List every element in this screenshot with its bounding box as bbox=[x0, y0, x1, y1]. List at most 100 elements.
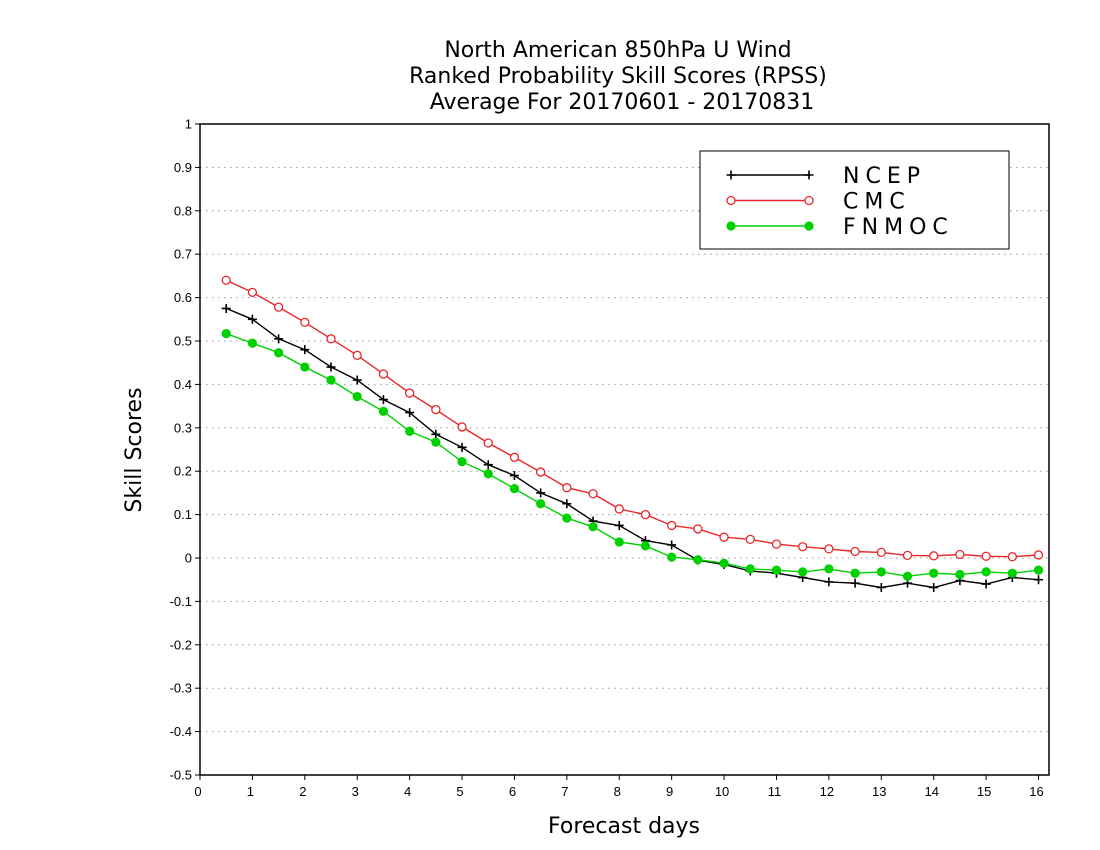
fnmoc-marker bbox=[955, 569, 965, 580]
fnmoc-marker bbox=[771, 565, 782, 575]
title-line-1: North American 850hPa U Wind bbox=[444, 38, 791, 63]
cmc-marker bbox=[771, 539, 782, 549]
cmc-marker bbox=[273, 302, 284, 312]
y-tick-label: 0.5 bbox=[174, 334, 192, 349]
fnmoc-marker bbox=[247, 338, 258, 348]
cmc-marker bbox=[483, 438, 493, 448]
fnmoc-marker bbox=[850, 568, 860, 578]
cmc-marker bbox=[693, 524, 703, 534]
cmc-marker bbox=[588, 489, 598, 499]
legend-fnmoc-marker bbox=[804, 221, 814, 231]
ncep-marker bbox=[274, 334, 284, 344]
title-line-2: Ranked Probability Skill Scores (RPSS) bbox=[409, 64, 827, 89]
ncep-marker bbox=[300, 345, 310, 355]
fnmoc-marker bbox=[352, 391, 362, 402]
cmc-marker bbox=[1007, 552, 1017, 562]
x-tick-label: 0 bbox=[194, 784, 201, 799]
ncep-marker bbox=[247, 314, 257, 324]
cmc-marker bbox=[824, 544, 834, 554]
cmc-marker bbox=[667, 520, 677, 531]
cmc-marker bbox=[431, 404, 441, 415]
fnmoc-marker bbox=[719, 558, 729, 568]
ncep-marker bbox=[614, 520, 624, 530]
cmc-marker bbox=[876, 547, 886, 558]
series-layer bbox=[221, 275, 1044, 593]
cmc-marker bbox=[378, 369, 389, 379]
y-tick-label: 0.8 bbox=[174, 203, 192, 218]
fnmoc-marker bbox=[588, 522, 598, 532]
x-tick-label: 2 bbox=[299, 784, 306, 799]
y-tick-label: -0.2 bbox=[170, 637, 192, 652]
y-axis-title: Skill Scores bbox=[122, 387, 147, 512]
x-tick-label: 6 bbox=[509, 784, 516, 799]
y-tick-label: -0.1 bbox=[170, 594, 192, 609]
cmc-marker bbox=[1033, 550, 1044, 560]
y-tick-label: 0.1 bbox=[174, 507, 192, 522]
y-tick-label: -0.4 bbox=[170, 724, 192, 739]
chart-title: North American 850hPa U Wind Ranked Prob… bbox=[409, 38, 827, 115]
fnmoc-marker bbox=[536, 499, 546, 509]
cmc-marker bbox=[300, 317, 310, 327]
cmc-marker bbox=[902, 550, 913, 561]
fnmoc-marker bbox=[745, 564, 755, 574]
cmc-line bbox=[225, 279, 1039, 558]
x-tick-label: 1 bbox=[247, 784, 254, 799]
ncep-marker bbox=[431, 429, 441, 439]
cmc-marker bbox=[850, 546, 860, 557]
fnmoc-line bbox=[225, 332, 1039, 577]
cmc-marker bbox=[562, 483, 572, 493]
y-tick-label: 0.9 bbox=[174, 160, 192, 175]
y-tick-label: -0.5 bbox=[170, 768, 192, 783]
ncep-marker bbox=[562, 499, 572, 509]
legend-cmc-label: CMC bbox=[843, 190, 911, 215]
plot-frame bbox=[199, 123, 1050, 776]
cmc-marker bbox=[745, 534, 755, 544]
fnmoc-marker bbox=[300, 362, 310, 372]
cmc-marker bbox=[247, 287, 258, 298]
y-tick-label: 0.4 bbox=[174, 377, 192, 392]
legend-cmc-marker bbox=[804, 195, 814, 206]
y-tick-label: 1 bbox=[185, 117, 192, 132]
fnmoc-marker bbox=[667, 552, 677, 562]
cmc-marker bbox=[326, 334, 336, 344]
x-tick-label: 7 bbox=[561, 784, 568, 799]
fnmoc-marker bbox=[483, 469, 493, 479]
cmc-marker bbox=[404, 388, 415, 398]
legend-ncep-marker bbox=[726, 170, 736, 180]
x-axis: 0 1 2 3 4 5 6 7 8 9 10 11 12 13 14 15 16 bbox=[194, 775, 1044, 799]
ncep-marker bbox=[929, 583, 939, 593]
y-axis: -0.5 -0.4 -0.3 -0.2 -0.1 0 0.1 0.2 0.3 0.4 0.5 0.6 0… bbox=[170, 117, 200, 783]
ncep-marker bbox=[1034, 575, 1044, 585]
ncep-marker bbox=[850, 578, 860, 588]
cmc-series bbox=[221, 275, 1044, 562]
fnmoc-marker bbox=[824, 564, 834, 574]
x-tick-label: 3 bbox=[352, 784, 359, 799]
legend-fnmoc-label: FNMOC bbox=[843, 215, 954, 240]
cmc-marker bbox=[640, 509, 651, 520]
x-tick-label: 13 bbox=[872, 784, 886, 799]
ncep-marker bbox=[378, 395, 388, 405]
ncep-marker bbox=[667, 540, 677, 550]
x-tick-label: 5 bbox=[456, 784, 463, 799]
x-tick-label: 10 bbox=[715, 784, 729, 799]
fnmoc-marker bbox=[798, 567, 808, 577]
cmc-marker bbox=[614, 504, 624, 514]
fnmoc-series bbox=[221, 329, 1044, 581]
fnmoc-marker bbox=[431, 437, 441, 447]
fnmoc-marker bbox=[929, 568, 939, 578]
x-tick-label: 4 bbox=[404, 784, 411, 799]
ncep-marker bbox=[352, 375, 362, 385]
fnmoc-marker bbox=[640, 541, 651, 551]
fnmoc-marker bbox=[693, 555, 703, 565]
cmc-marker bbox=[509, 452, 520, 462]
cmc-marker bbox=[457, 422, 467, 432]
legend-box bbox=[699, 150, 1010, 250]
ncep-marker bbox=[536, 488, 546, 498]
x-axis-title: Forecast days bbox=[548, 814, 700, 839]
ncep-marker bbox=[509, 471, 519, 481]
fnmoc-marker bbox=[326, 375, 336, 385]
fnmoc-marker bbox=[378, 406, 389, 416]
x-tick-label: 9 bbox=[666, 784, 673, 799]
x-tick-label: 11 bbox=[768, 784, 782, 799]
